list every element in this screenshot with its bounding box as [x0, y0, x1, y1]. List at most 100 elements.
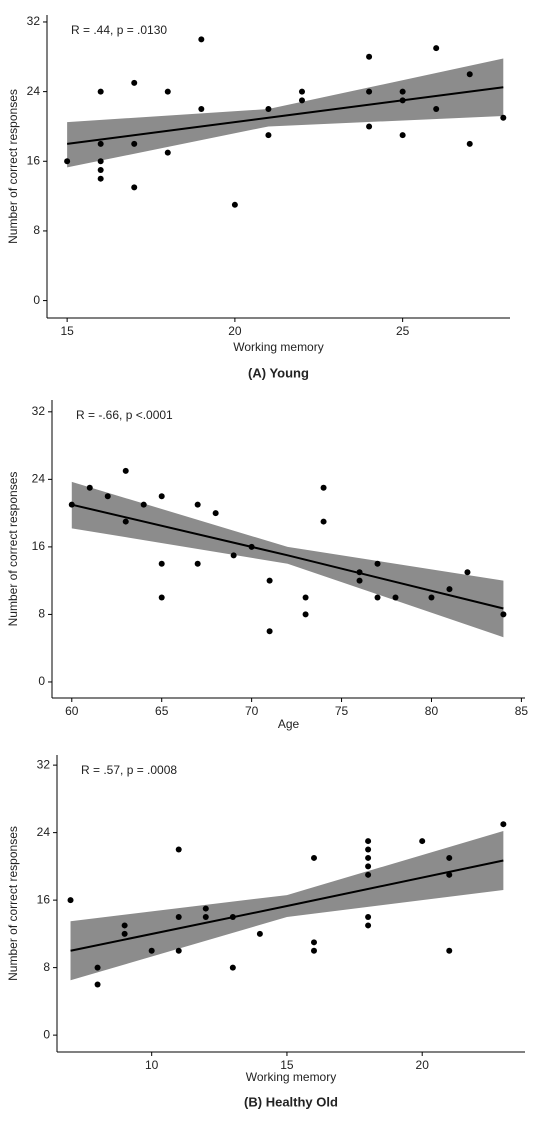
- point: [202, 914, 209, 920]
- x-tick-label: 70: [245, 704, 259, 718]
- x-axis-label: Working memory: [246, 1070, 336, 1084]
- regression-line: [71, 503, 504, 610]
- point: [500, 611, 507, 618]
- y-axis-label: Number of correct responses: [6, 826, 20, 981]
- point: [64, 158, 71, 165]
- point: [310, 939, 317, 946]
- point: [97, 158, 104, 165]
- point: [158, 560, 165, 567]
- point: [419, 838, 426, 845]
- point: [399, 97, 406, 104]
- y-tick-label: 24: [32, 472, 46, 486]
- point: [164, 149, 171, 156]
- point: [229, 964, 236, 971]
- x-tick-label: 65: [155, 704, 169, 718]
- point: [446, 871, 453, 878]
- point: [175, 846, 182, 853]
- point: [97, 140, 104, 147]
- point: [86, 484, 93, 491]
- point: [365, 922, 372, 929]
- x-axis-label: Age: [278, 717, 300, 731]
- point: [366, 123, 373, 130]
- point: [140, 501, 147, 508]
- point: [104, 493, 111, 500]
- point: [366, 53, 373, 60]
- point: [500, 821, 507, 828]
- point: [256, 930, 263, 937]
- point: [374, 560, 381, 567]
- point: [231, 201, 238, 208]
- point: [310, 854, 317, 861]
- point: [374, 594, 381, 601]
- point: [399, 88, 406, 95]
- point: [212, 510, 219, 517]
- point: [446, 586, 453, 593]
- annotation: R = .44, p = .0130: [71, 23, 167, 37]
- caption: (A) Young: [248, 365, 309, 380]
- point: [131, 184, 138, 191]
- point: [298, 97, 305, 104]
- point: [248, 543, 255, 550]
- annotation: R = .57, p = .0008: [81, 763, 177, 777]
- point: [302, 611, 309, 618]
- point: [310, 947, 317, 954]
- point: [158, 594, 165, 601]
- point: [365, 854, 372, 861]
- x-tick-label: 60: [65, 704, 79, 718]
- point: [356, 569, 363, 576]
- point: [265, 132, 272, 139]
- point: [365, 863, 372, 870]
- annotation: R = -.66, p <.0001: [76, 408, 173, 422]
- point: [97, 175, 104, 182]
- x-tick-label: 20: [416, 1058, 430, 1072]
- y-axis-label: Number of correct responses: [6, 89, 20, 244]
- point: [94, 964, 101, 971]
- point: [67, 897, 74, 904]
- y-tick-label: 0: [33, 293, 40, 307]
- point: [266, 577, 273, 584]
- point: [230, 552, 237, 559]
- point: [320, 518, 327, 525]
- point: [446, 854, 453, 861]
- point: [229, 914, 236, 920]
- y-tick-label: 32: [27, 14, 41, 28]
- point: [194, 560, 201, 567]
- point: [320, 484, 327, 491]
- point: [265, 106, 272, 113]
- point: [365, 838, 372, 845]
- point: [302, 594, 309, 601]
- confidence-band: [71, 481, 504, 638]
- point: [198, 106, 205, 113]
- confidence-band: [67, 58, 504, 168]
- x-tick-label: 15: [60, 324, 74, 338]
- x-tick-label: 85: [515, 704, 529, 718]
- x-tick-label: 75: [335, 704, 349, 718]
- y-tick-label: 24: [37, 825, 51, 839]
- point: [175, 947, 182, 954]
- y-tick-label: 16: [37, 892, 51, 906]
- x-tick-label: 80: [425, 704, 439, 718]
- point: [94, 981, 101, 988]
- point: [366, 88, 373, 95]
- point: [122, 518, 129, 525]
- point: [97, 88, 104, 95]
- regression-line: [70, 859, 504, 952]
- point: [500, 114, 507, 121]
- y-axis-label: Number of correct responses: [6, 472, 20, 627]
- point: [365, 846, 372, 853]
- x-tick-label: 15: [280, 1058, 294, 1072]
- point: [198, 36, 205, 43]
- point: [464, 569, 471, 576]
- point: [121, 922, 128, 929]
- point: [194, 501, 201, 508]
- point: [266, 628, 273, 635]
- point: [121, 930, 128, 937]
- x-tick-label: 20: [228, 324, 242, 338]
- y-tick-label: 24: [27, 84, 41, 98]
- point: [202, 905, 209, 912]
- point: [68, 501, 75, 508]
- x-axis-label: Working memory: [233, 340, 323, 354]
- point: [356, 577, 363, 584]
- point: [148, 947, 155, 954]
